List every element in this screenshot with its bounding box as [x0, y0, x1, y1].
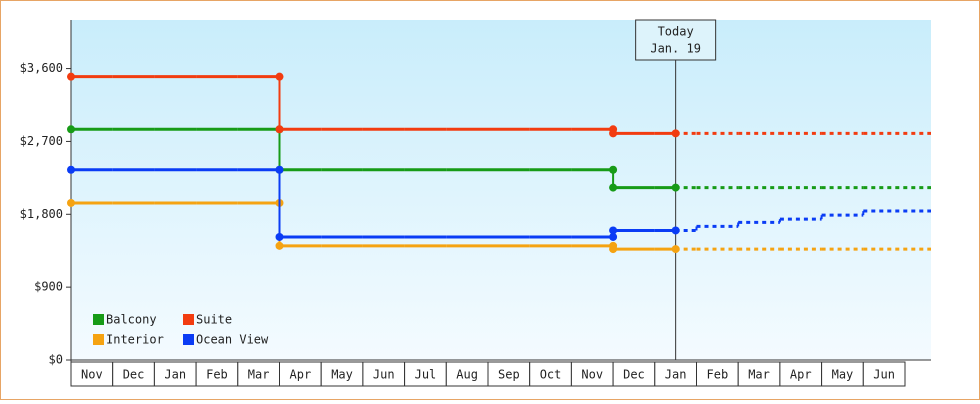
- legend-swatch: [183, 334, 194, 345]
- y-tick-label: $2,700: [20, 134, 63, 148]
- y-tick-label: $0: [49, 353, 63, 367]
- y-tick-label: $900: [34, 280, 63, 294]
- x-tick-label: Aug: [456, 368, 478, 382]
- x-category-cell: [153, 361, 197, 387]
- price-change-point: [609, 232, 618, 241]
- plot-area: [71, 20, 931, 360]
- x-tick-label: Oct: [540, 368, 562, 382]
- legend-swatch: [183, 314, 194, 325]
- x-tick-label: Mar: [748, 368, 770, 382]
- x-tick-label: Jul: [415, 368, 437, 382]
- price-point: [67, 72, 75, 81]
- price-change-point: [609, 226, 618, 235]
- x-category-cell: [862, 361, 906, 387]
- legend-swatch: [93, 314, 104, 325]
- x-category-cell: [570, 361, 614, 387]
- x-tick-label: Jan: [164, 368, 186, 382]
- x-tick-label: Mar: [248, 368, 270, 382]
- x-tick-label: Nov: [81, 368, 103, 382]
- price-change-point: [609, 183, 618, 192]
- x-tick-label: Apr: [290, 368, 312, 382]
- price-change-point: [275, 232, 284, 241]
- x-category-cell: [237, 361, 281, 387]
- price-change-point: [275, 241, 284, 250]
- x-category-cell: [195, 361, 239, 387]
- price-change-point: [609, 129, 618, 138]
- x-category-cell: [320, 361, 364, 387]
- x-category-cell: [529, 361, 572, 387]
- x-tick-label: Dec: [623, 368, 645, 382]
- x-tick-label: Feb: [206, 368, 228, 382]
- today-point: [671, 129, 680, 138]
- price-change-point: [275, 125, 284, 134]
- x-tick-label: May: [832, 368, 854, 382]
- x-tick-label: Dec: [123, 368, 145, 382]
- x-category-cell: [445, 361, 489, 387]
- x-category-cell: [654, 361, 697, 387]
- x-tick-label: Nov: [581, 368, 603, 382]
- price-change-point: [609, 245, 618, 254]
- price-point: [67, 165, 75, 174]
- price-change-point: [275, 165, 284, 174]
- y-tick-label: $3,600: [20, 61, 63, 75]
- legend-label: Ocean View: [196, 333, 269, 347]
- today-box: [635, 19, 717, 61]
- today-label: Today: [658, 25, 694, 39]
- legend-label: Interior: [106, 333, 164, 347]
- x-category-cell: [404, 361, 447, 387]
- x-category-cell: [612, 361, 656, 387]
- today-point: [671, 245, 680, 254]
- price-point: [67, 198, 75, 207]
- x-tick-label: Apr: [790, 368, 812, 382]
- chart-layer: $0 $900 $1,800 $2,700 $3,600 Nov Dec Jan Feb Mar A…: [20, 19, 931, 387]
- x-tick-label: Jun: [873, 368, 895, 382]
- x-tick-label: Sep: [498, 368, 520, 382]
- x-category-cell: [696, 361, 739, 387]
- x-tick-label: May: [331, 368, 353, 382]
- legend-label: Suite: [196, 313, 232, 327]
- price-change-point: [275, 72, 284, 81]
- legend-label: Balcony: [106, 313, 157, 327]
- x-category-cell: [487, 361, 531, 387]
- x-tick-label: Jun: [373, 368, 395, 382]
- y-tick-label: $1,800: [20, 207, 63, 221]
- today-point: [671, 183, 680, 192]
- x-category-cell: [737, 361, 781, 387]
- x-tick-label: Jan: [665, 368, 687, 382]
- x-category-cell: [279, 361, 322, 387]
- x-category-cell: [112, 361, 155, 387]
- x-tick-label: Feb: [707, 368, 729, 382]
- today-date: Jan. 19: [650, 42, 701, 56]
- today-point: [671, 226, 680, 235]
- legend-swatch: [93, 334, 104, 345]
- price-point: [67, 125, 75, 134]
- price-change-point: [609, 165, 618, 174]
- x-category-cell: [70, 361, 114, 387]
